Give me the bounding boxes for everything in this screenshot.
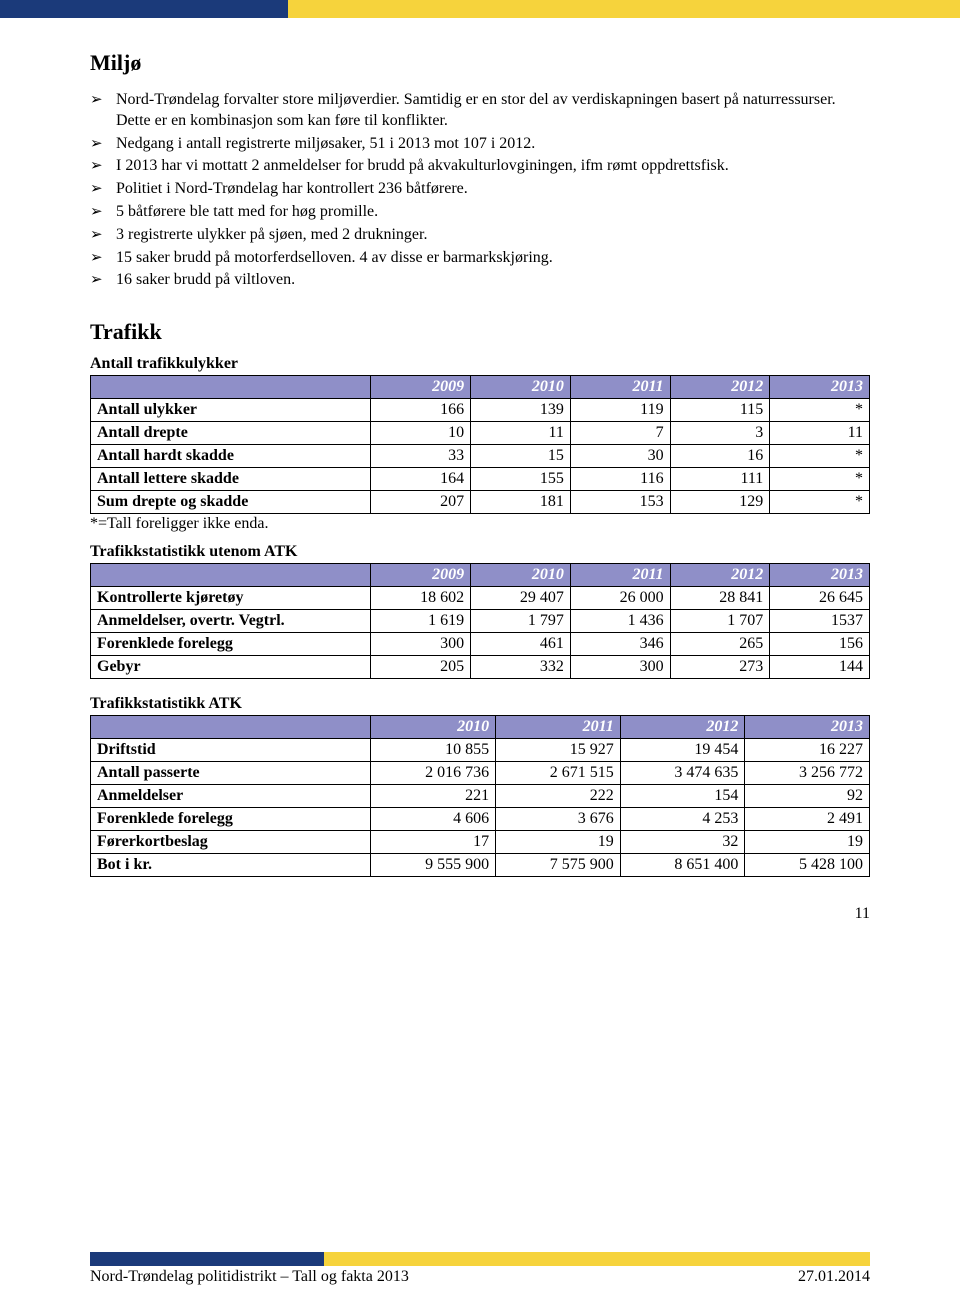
bullet-text: I 2013 har vi mottatt 2 anmeldelser for … xyxy=(116,156,870,177)
table-header xyxy=(91,376,371,399)
table-header xyxy=(91,716,371,739)
bullet-text: Politiet i Nord-Trøndelag har kontroller… xyxy=(116,179,870,200)
bullet-arrow-icon: ➢ xyxy=(90,270,116,291)
table-row: Antall drepte10117311 xyxy=(91,422,870,445)
footer: Nord-Trøndelag politidistrikt – Tall og … xyxy=(90,1252,870,1286)
table-header: 2010 xyxy=(471,376,571,399)
bullet-text: 3 registrerte ulykker på sjøen, med 2 dr… xyxy=(116,225,870,246)
table-header: 2012 xyxy=(620,716,745,739)
table-row: Sum drepte og skadde207181153129* xyxy=(91,491,870,514)
table-atk: 2010 2011 2012 2013 Driftstid10 85515 92… xyxy=(90,715,870,877)
table-header: 2013 xyxy=(770,376,870,399)
table-header: 2013 xyxy=(745,716,870,739)
bullet-list-miljo: ➢Nord-Trøndelag forvalter store miljøver… xyxy=(90,90,870,291)
table-header: 2009 xyxy=(371,564,471,587)
bullet-text: Nord-Trøndelag forvalter store miljøverd… xyxy=(116,90,870,132)
bullet-arrow-icon: ➢ xyxy=(90,134,116,155)
table-row: Bot i kr.9 555 9007 575 9008 651 4005 42… xyxy=(91,854,870,877)
table-header: 2010 xyxy=(371,716,496,739)
bullet-arrow-icon: ➢ xyxy=(90,90,116,111)
table-row: Antall ulykker166139119115* xyxy=(91,399,870,422)
table-row: Forenklede forelegg300461346265156 xyxy=(91,633,870,656)
bullet-arrow-icon: ➢ xyxy=(90,248,116,269)
table-header: 2012 xyxy=(670,564,770,587)
section-title-trafikk: Trafikk xyxy=(90,319,870,345)
footer-stripe xyxy=(90,1252,870,1266)
table-title: Trafikkstatistikk ATK xyxy=(90,695,870,713)
bullet-text: Nedgang i antall registrerte miljøsaker,… xyxy=(116,134,870,155)
top-stripe xyxy=(0,0,960,18)
table-footnote: *=Tall foreligger ikke enda. xyxy=(90,515,870,533)
table-row: Driftstid10 85515 92719 45416 227 xyxy=(91,739,870,762)
table-header: 2009 xyxy=(371,376,471,399)
table-row: Kontrollerte kjøretøy18 60229 40726 0002… xyxy=(91,587,870,610)
footer-left: Nord-Trøndelag politidistrikt – Tall og … xyxy=(90,1268,409,1286)
table-row: Antall hardt skadde33153016* xyxy=(91,445,870,468)
bullet-arrow-icon: ➢ xyxy=(90,179,116,200)
table-trafikkulykker: 2009 2010 2011 2012 2013 Antall ulykker1… xyxy=(90,375,870,514)
bullet-text: 16 saker brudd på viltloven. xyxy=(116,270,870,291)
table-title: Antall trafikkulykker xyxy=(90,355,870,373)
bullet-arrow-icon: ➢ xyxy=(90,202,116,223)
table-row: Forenklede forelegg4 6063 6764 2532 491 xyxy=(91,808,870,831)
table-header xyxy=(91,564,371,587)
bullet-arrow-icon: ➢ xyxy=(90,225,116,246)
table-row: Antall lettere skadde164155116111* xyxy=(91,468,870,491)
table-title: Trafikkstatistikk utenom ATK xyxy=(90,543,870,561)
page-number: 11 xyxy=(90,905,870,923)
table-row: Antall passerte2 016 7362 671 5153 474 6… xyxy=(91,762,870,785)
table-header: 2012 xyxy=(670,376,770,399)
table-utenom-atk: 2009 2010 2011 2012 2013 Kontrollerte kj… xyxy=(90,563,870,679)
table-row: Førerkortbeslag17193219 xyxy=(91,831,870,854)
table-row: Anmeldelser, overtr. Vegtrl.1 6191 7971 … xyxy=(91,610,870,633)
bullet-text: 15 saker brudd på motorferdselloven. 4 a… xyxy=(116,248,870,269)
section-title-miljo: Miljø xyxy=(90,50,870,76)
table-row: Gebyr205332300273144 xyxy=(91,656,870,679)
table-header: 2011 xyxy=(570,376,670,399)
table-header: 2011 xyxy=(570,564,670,587)
table-header: 2013 xyxy=(770,564,870,587)
bullet-arrow-icon: ➢ xyxy=(90,156,116,177)
table-header: 2011 xyxy=(496,716,621,739)
bullet-text: 5 båtførere ble tatt med for høg promill… xyxy=(116,202,870,223)
table-header: 2010 xyxy=(471,564,571,587)
table-row: Anmeldelser22122215492 xyxy=(91,785,870,808)
footer-right: 27.01.2014 xyxy=(798,1268,870,1286)
